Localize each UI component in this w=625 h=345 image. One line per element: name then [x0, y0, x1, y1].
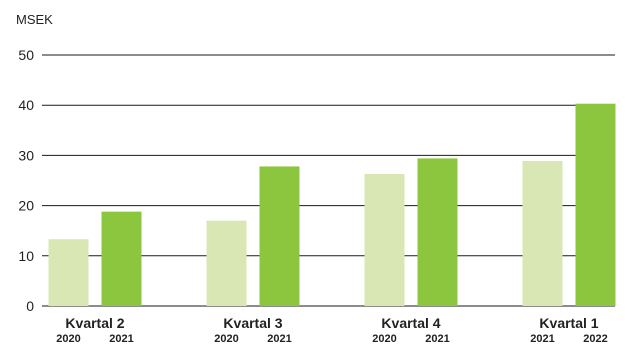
x-group-label: Kvartal 1	[539, 315, 598, 331]
x-year-label: 2021	[530, 333, 554, 345]
x-year-label: 2020	[372, 333, 396, 345]
y-tick-label: 50	[18, 47, 34, 63]
y-tick-labels: 0 10 20 30 40 50	[18, 47, 34, 314]
y-tick-label: 30	[18, 147, 34, 163]
bar-kvartal-3-2020	[206, 220, 247, 306]
bar-kvartal-1-2022	[575, 103, 616, 306]
x-group-label: Kvartal 4	[381, 315, 440, 331]
y-unit-label: MSEK	[16, 12, 53, 27]
x-year-label: 2022	[583, 333, 607, 345]
y-tick-label: 40	[18, 97, 34, 113]
x-year-label: 2021	[267, 333, 291, 345]
bar-kvartal-3-2021	[259, 166, 300, 306]
bar-kvartal-2-2021	[101, 211, 142, 306]
x-year-label: 2020	[214, 333, 238, 345]
bar-kvartal-1-2021	[522, 160, 563, 306]
x-year-label: 2021	[109, 333, 133, 345]
x-group-label: Kvartal 2	[65, 315, 124, 331]
bars	[48, 103, 616, 306]
bar-kvartal-4-2021	[417, 158, 458, 306]
x-group-label: Kvartal 3	[223, 315, 282, 331]
y-tick-label: 10	[18, 248, 34, 264]
x-year-label: 2021	[425, 333, 449, 345]
x-year-label: 2020	[56, 333, 80, 345]
y-tick-label: 0	[26, 298, 34, 314]
y-tick-label: 20	[18, 198, 34, 214]
bar-kvartal-2-2020	[48, 239, 89, 306]
bar-kvartal-4-2020	[364, 173, 405, 306]
x-axis-labels: 2020 2021 Kvartal 2 2020 2021 Kvartal 3 2020 20…	[56, 315, 607, 345]
